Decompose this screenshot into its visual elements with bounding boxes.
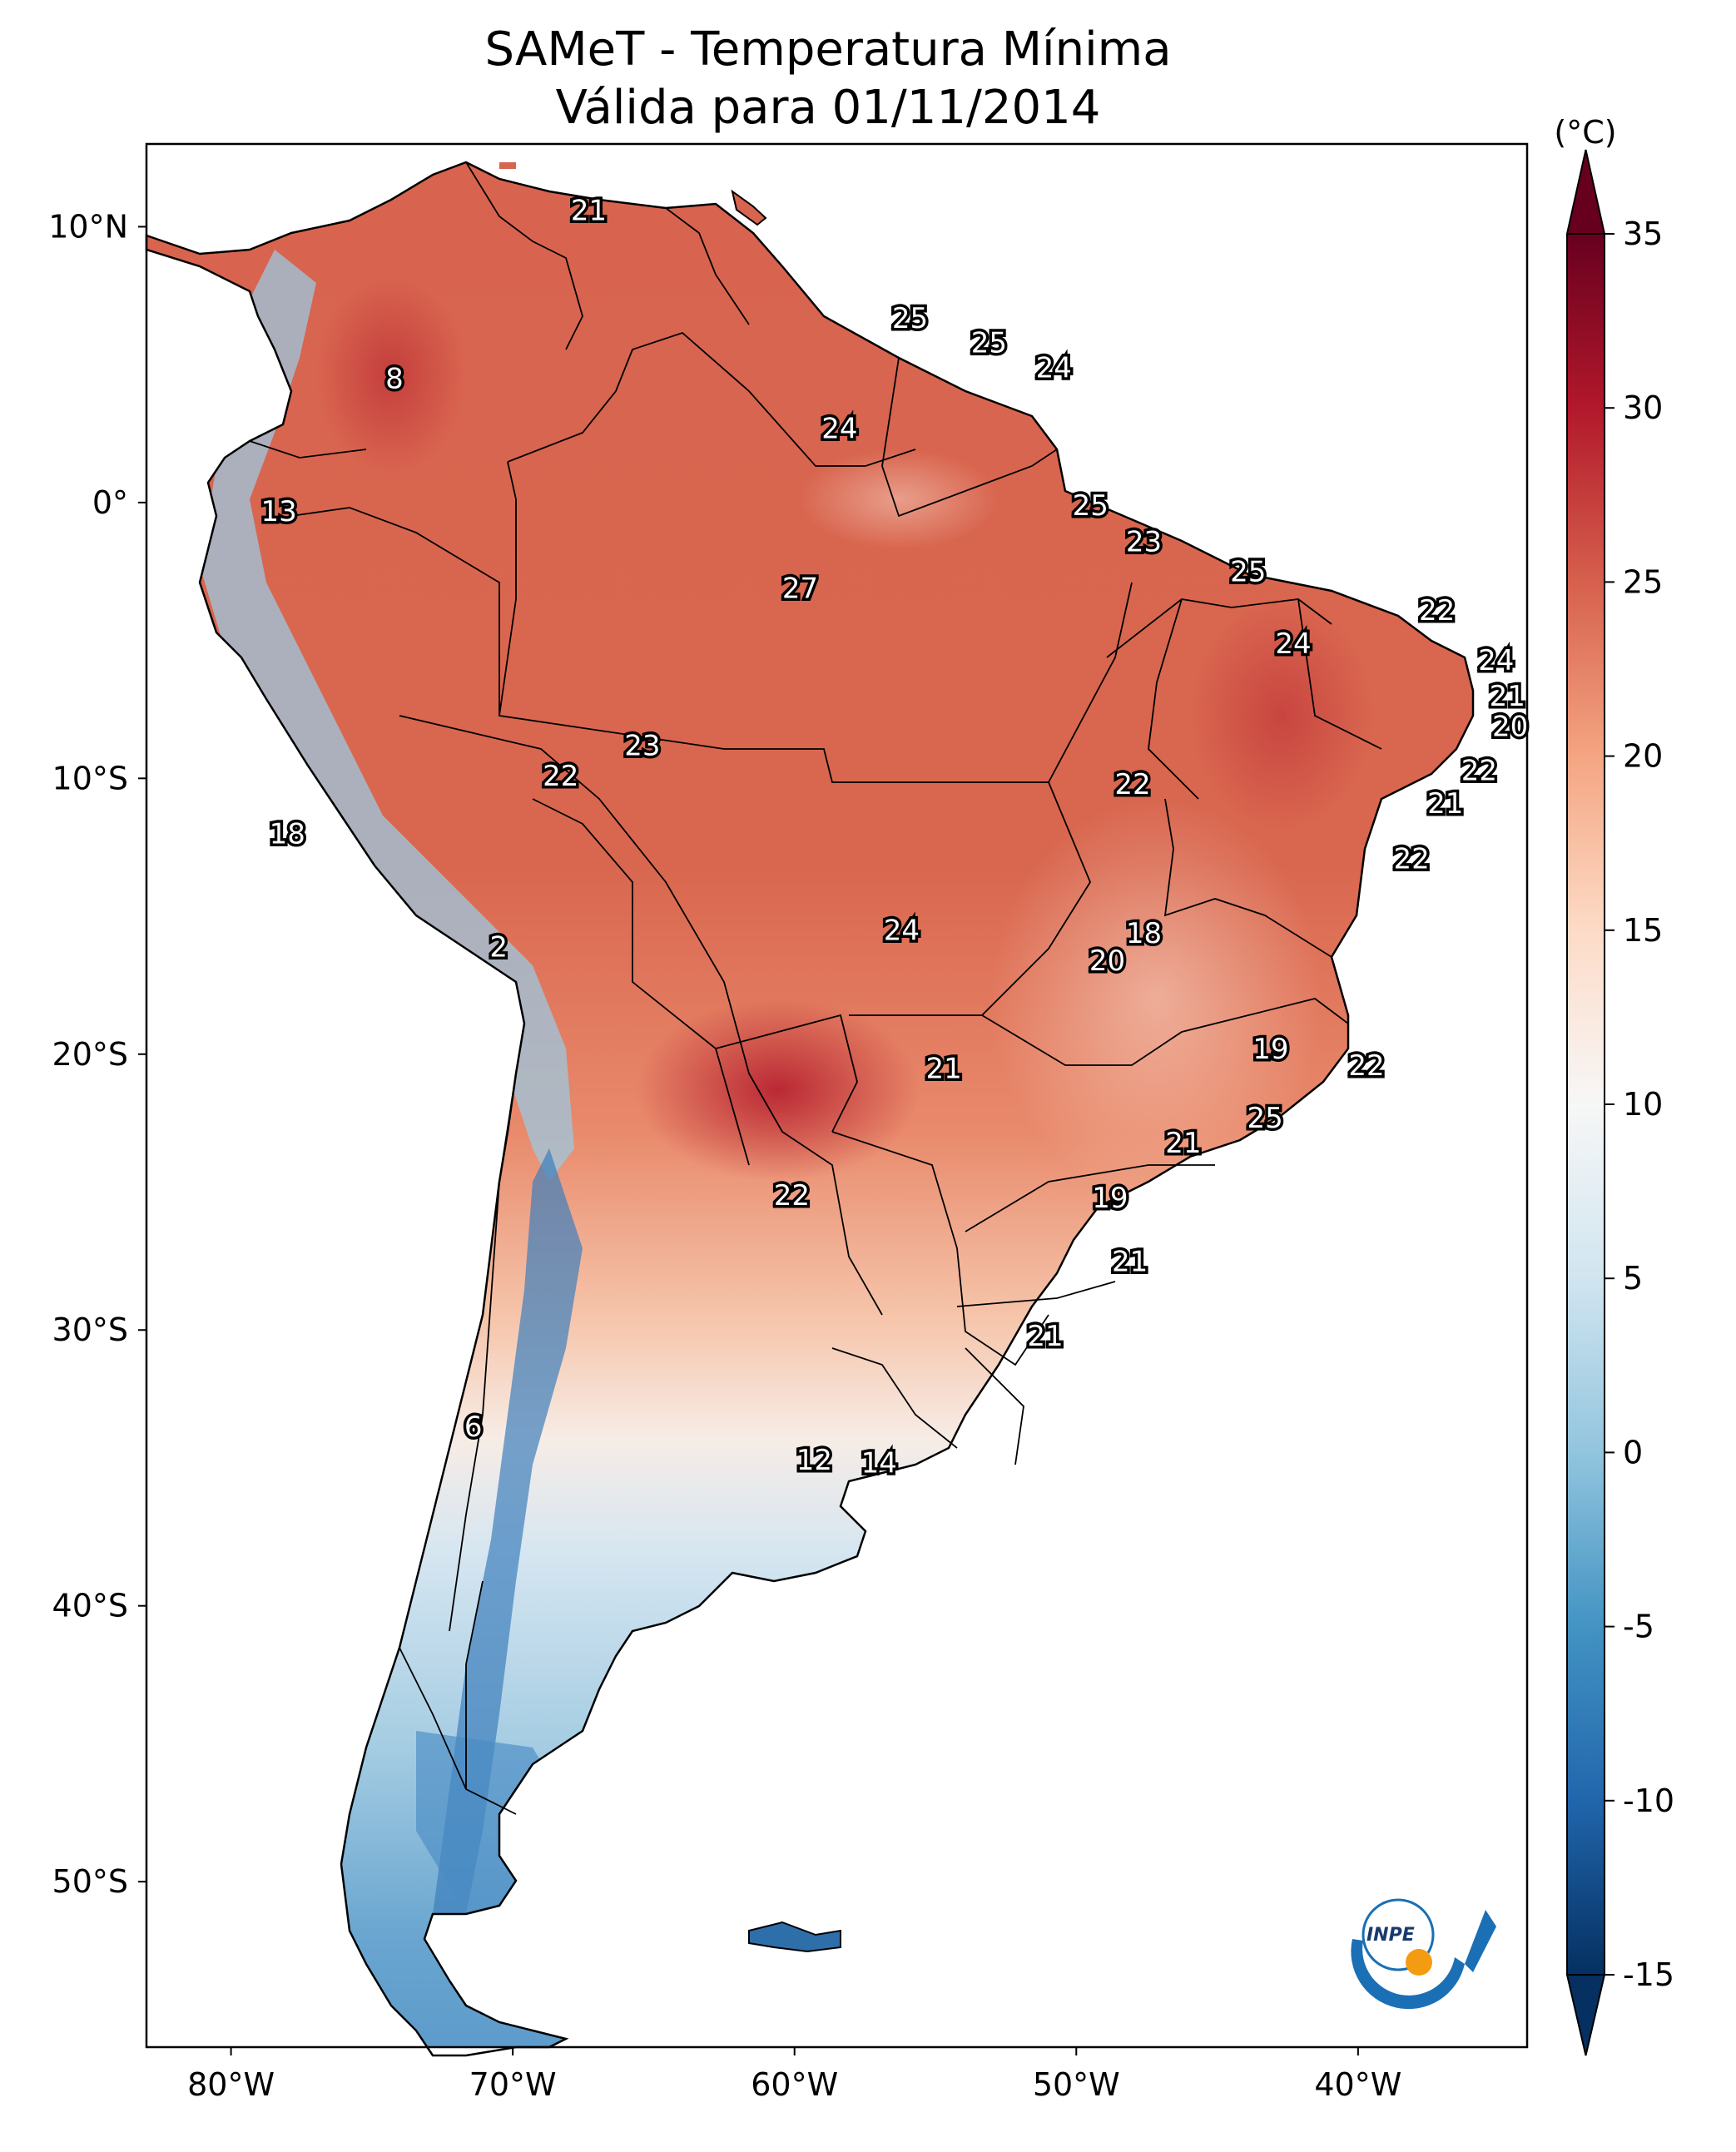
lat-tick-label: 50°S: [52, 1863, 128, 1900]
latitude-axis: 10°N 0° 10°S 20°S 30°S 40°S 50°S: [48, 208, 146, 1900]
temperature-label: 22: [774, 1179, 810, 1212]
logo-dot: [1406, 1949, 1432, 1976]
colorbar-tick-label: 10: [1623, 1086, 1663, 1123]
lat-tick-label: 0°: [92, 484, 128, 521]
temperature-label: 6: [464, 1411, 483, 1444]
temperature-label: 19: [1252, 1033, 1288, 1066]
map-title-line2: Válida para 01/11/2014: [556, 81, 1101, 135]
lon-tick-label: 80°W: [187, 2066, 275, 2103]
inpe-logo: INPE: [1351, 1898, 1496, 2010]
logo-ring: [1362, 1898, 1435, 1971]
temperature-label: 22: [1419, 594, 1455, 627]
temperature-label: 21: [1490, 680, 1525, 713]
lat-tick-label: 10°S: [52, 760, 128, 796]
colorbar-tick-label: 15: [1623, 912, 1663, 949]
temperature-label: 22: [1114, 768, 1150, 801]
temperature-label: 25: [892, 302, 928, 335]
colorbar-tick-label: 20: [1623, 738, 1663, 775]
lon-tick-label: 70°W: [469, 2066, 557, 2103]
temperature-label: 24: [821, 412, 857, 445]
temperature-label: 27: [782, 573, 818, 606]
logo-arrow-icon: [1465, 1910, 1496, 1972]
temperature-label: 22: [543, 760, 578, 793]
falkland-islands: [748, 1921, 841, 1953]
temperature-label: 19: [1092, 1182, 1128, 1215]
temperature-label: 21: [1112, 1245, 1148, 1278]
temperature-label: 21: [1165, 1127, 1201, 1160]
temperature-label: 20: [1492, 710, 1528, 743]
colorbar-max-extend: [1565, 149, 1606, 235]
temperature-label: 13: [260, 495, 296, 528]
political-borders: [249, 161, 1382, 1815]
lon-tick-label: 40°W: [1314, 2066, 1401, 2103]
lat-tick-label: 30°S: [52, 1312, 128, 1348]
temperature-label: 22: [1461, 754, 1497, 787]
lat-tick-label: 10°N: [48, 208, 128, 245]
colorbar-tick-label: 5: [1623, 1260, 1643, 1297]
temperature-label: 21: [571, 195, 607, 228]
trinidad-island: [731, 189, 767, 226]
temperature-label: 18: [270, 818, 305, 851]
temperature-label: 21: [926, 1052, 962, 1085]
lat-tick-label: 20°S: [52, 1036, 128, 1073]
colorbar-tick-label: 0: [1623, 1434, 1643, 1470]
colorbar-tick-label: -15: [1623, 1956, 1674, 1993]
longitude-axis: 80°W 70°W 60°W 50°W 40°W: [187, 2047, 1401, 2103]
temperature-label: 24: [884, 915, 920, 948]
temperature-label: 23: [1126, 525, 1162, 558]
colorbar-tick-label: 25: [1623, 563, 1663, 600]
colorbar-ticks: 35 30 25 20 15 10 5 0 -5 -10 -15: [1605, 216, 1674, 1993]
temperature-label: 21: [1427, 787, 1463, 821]
temperature-label: 18: [1126, 917, 1162, 950]
temperature-label: 21: [1027, 1320, 1063, 1353]
temperature-label: 22: [1348, 1049, 1384, 1083]
temperature-label: 22: [1394, 842, 1430, 875]
lon-tick-label: 60°W: [751, 2066, 838, 2103]
temperature-label: 24: [1478, 644, 1514, 677]
lon-tick-label: 50°W: [1033, 2066, 1120, 2103]
map-frame: [145, 142, 1529, 2049]
temperature-label: 8: [385, 363, 404, 396]
temperature-label: 24: [1275, 627, 1311, 661]
temperature-label: 25: [1073, 489, 1109, 523]
colorbar-tick-label: 30: [1623, 389, 1663, 426]
temperature-label: 24: [1036, 351, 1072, 384]
colorbar-tick-label: -5: [1623, 1609, 1654, 1645]
colorbar-tick-label: 35: [1623, 216, 1663, 252]
temperature-label: 2: [489, 931, 508, 964]
colorbar-min-extend: [1565, 1974, 1606, 2056]
caribbean-islet: [499, 162, 516, 169]
colorbar: (°C) 35 30 25 20 15 10 5 0 -5 -10 -15: [1554, 114, 1674, 2056]
colorbar-gradient: [1567, 234, 1605, 1975]
temperature-label: 20: [1089, 945, 1125, 978]
logo-text: INPE: [1366, 1925, 1415, 1946]
map-title-line1: SAMeT - Temperatura Mínima: [484, 22, 1171, 77]
logo-arc: [1351, 1939, 1465, 2010]
temperature-label: 25: [1230, 556, 1266, 589]
colorbar-tick-label: -10: [1623, 1783, 1674, 1819]
temperature-label: 12: [796, 1444, 832, 1477]
temperature-label: 25: [971, 327, 1007, 360]
colorbar-unit: (°C): [1554, 114, 1616, 151]
temperature-label: 25: [1247, 1102, 1282, 1135]
lat-tick-label: 40°S: [52, 1588, 128, 1624]
temperature-label: 14: [861, 1446, 897, 1480]
temperature-label: 23: [624, 730, 660, 763]
